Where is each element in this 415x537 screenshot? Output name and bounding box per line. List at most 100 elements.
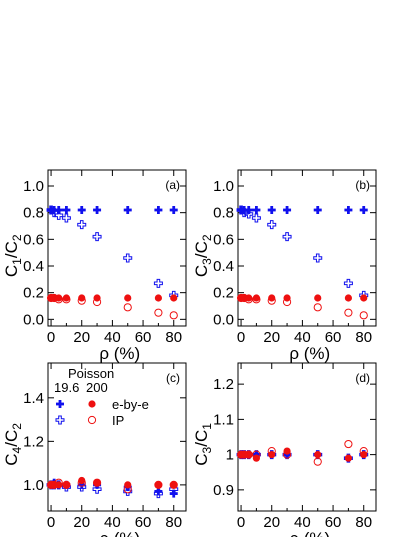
y-axis-label: C3/C2 — [192, 234, 214, 277]
legend-marker-200-ip — [87, 415, 97, 425]
y-tick-label: 0.8 — [23, 205, 44, 222]
y-tick-label: 1.0 — [23, 477, 44, 494]
data-point — [77, 220, 87, 230]
y-tick-label: 1.4 — [23, 390, 44, 407]
data-point — [123, 206, 132, 214]
data-point — [359, 206, 368, 214]
data-point — [123, 303, 132, 312]
series-circle-open — [46, 478, 178, 494]
data-point — [154, 480, 163, 489]
y-tick-label: 0.4 — [213, 258, 234, 275]
data-point — [244, 209, 254, 219]
data-point — [54, 210, 64, 220]
data-point — [62, 295, 71, 304]
plot-frame — [47, 169, 187, 327]
data-point — [93, 206, 102, 214]
data-point — [282, 232, 292, 242]
plot-frame — [237, 362, 377, 512]
y-tick-label: 0.9 — [213, 482, 234, 499]
data-point — [62, 206, 71, 214]
x-tick-label: 80 — [165, 514, 182, 531]
data-point — [124, 481, 132, 489]
series-circle-open — [46, 293, 178, 320]
x-tick-label: 40 — [104, 329, 121, 346]
panels-layer: 0 20 40 60 80 0.0 0.2 0.4 0.6 0.8 1.0 ρ (%) C1/C2 (a)… — [2, 169, 377, 537]
data-point — [77, 206, 86, 214]
x-tick-label: 20 — [263, 514, 280, 531]
data-point — [169, 480, 178, 489]
data-point — [50, 480, 59, 489]
data-point — [62, 480, 71, 489]
y-tick-label: 1 — [226, 447, 234, 464]
legend-markers — [55, 400, 97, 425]
data-point — [170, 294, 178, 302]
chart-panel-a: 0 20 40 60 80 0.0 0.2 0.4 0.6 0.8 1.0 ρ (%) C1/C2 (a) — [2, 169, 187, 363]
data-point — [267, 446, 276, 456]
data-point — [153, 489, 163, 499]
y-axis-label: C3/C1 — [192, 423, 214, 466]
data-point — [61, 213, 71, 223]
series-circle-filled — [47, 294, 178, 302]
data-point — [240, 293, 249, 303]
data-point — [240, 206, 249, 214]
data-point — [282, 450, 292, 459]
y-tick-label: 1.2 — [213, 376, 234, 393]
legend-title: Poisson — [68, 366, 114, 381]
x-tick-label: 0 — [47, 329, 55, 346]
data-point — [359, 446, 368, 456]
x-axis-label: ρ (%) — [99, 344, 140, 363]
data-point — [313, 303, 322, 312]
data-point — [50, 293, 59, 303]
data-point — [77, 296, 86, 305]
data-point — [62, 481, 70, 489]
data-point — [154, 481, 162, 489]
data-point — [154, 308, 163, 317]
data-point — [78, 476, 86, 485]
data-point — [344, 294, 352, 302]
data-point — [170, 481, 178, 489]
data-point — [251, 213, 261, 223]
y-axis-label: C1/C2 — [2, 234, 24, 277]
legend-col-right: 200 — [86, 380, 108, 395]
data-point — [313, 206, 322, 214]
series-plus-filled — [237, 206, 368, 214]
legend-row2-label: IP — [112, 413, 124, 428]
data-point — [169, 311, 178, 320]
data-point — [54, 478, 63, 487]
legend-marker-200-ebye — [88, 400, 96, 408]
y-tick-label: 0.0 — [213, 311, 234, 328]
y-tick-label: 0.2 — [23, 285, 44, 302]
x-axis-label: ρ (%) — [289, 529, 330, 537]
legend: Poisson 19.6 200 e-by-e IP — [54, 366, 149, 428]
data-point — [359, 311, 368, 320]
data-point — [78, 294, 86, 302]
data-point — [283, 206, 292, 214]
data-point — [268, 294, 276, 302]
x-tick-label: 40 — [294, 329, 311, 346]
data-point — [314, 294, 322, 302]
data-point — [343, 278, 353, 288]
legend-marker-19.6-ebye — [56, 400, 64, 408]
data-point — [123, 485, 132, 494]
data-point — [92, 297, 102, 307]
plot-frame — [47, 362, 187, 512]
data-point — [50, 206, 59, 214]
legend-col-left: 19.6 — [54, 380, 79, 395]
x-tick-label: 80 — [165, 329, 182, 346]
y-tick-label: 0.6 — [213, 231, 234, 248]
data-point — [267, 220, 277, 230]
x-tick-label: 60 — [325, 329, 342, 346]
plot-frame — [237, 169, 377, 327]
series-plus-filled — [47, 206, 178, 214]
data-point — [92, 232, 102, 242]
y-tick-label: 1.0 — [23, 178, 44, 195]
x-tick-label: 80 — [355, 329, 372, 346]
y-tick-label: 0.2 — [213, 285, 234, 302]
x-tick-label: 20 — [73, 514, 90, 531]
data-point — [93, 479, 101, 487]
data-point — [252, 450, 261, 459]
chart-panel-c: 0 20 40 60 80 1.0 1.2 1.4 ρ (%) C4/C2 (c) — [2, 362, 187, 537]
data-point — [154, 206, 163, 214]
x-tick-label: 80 — [355, 514, 372, 531]
